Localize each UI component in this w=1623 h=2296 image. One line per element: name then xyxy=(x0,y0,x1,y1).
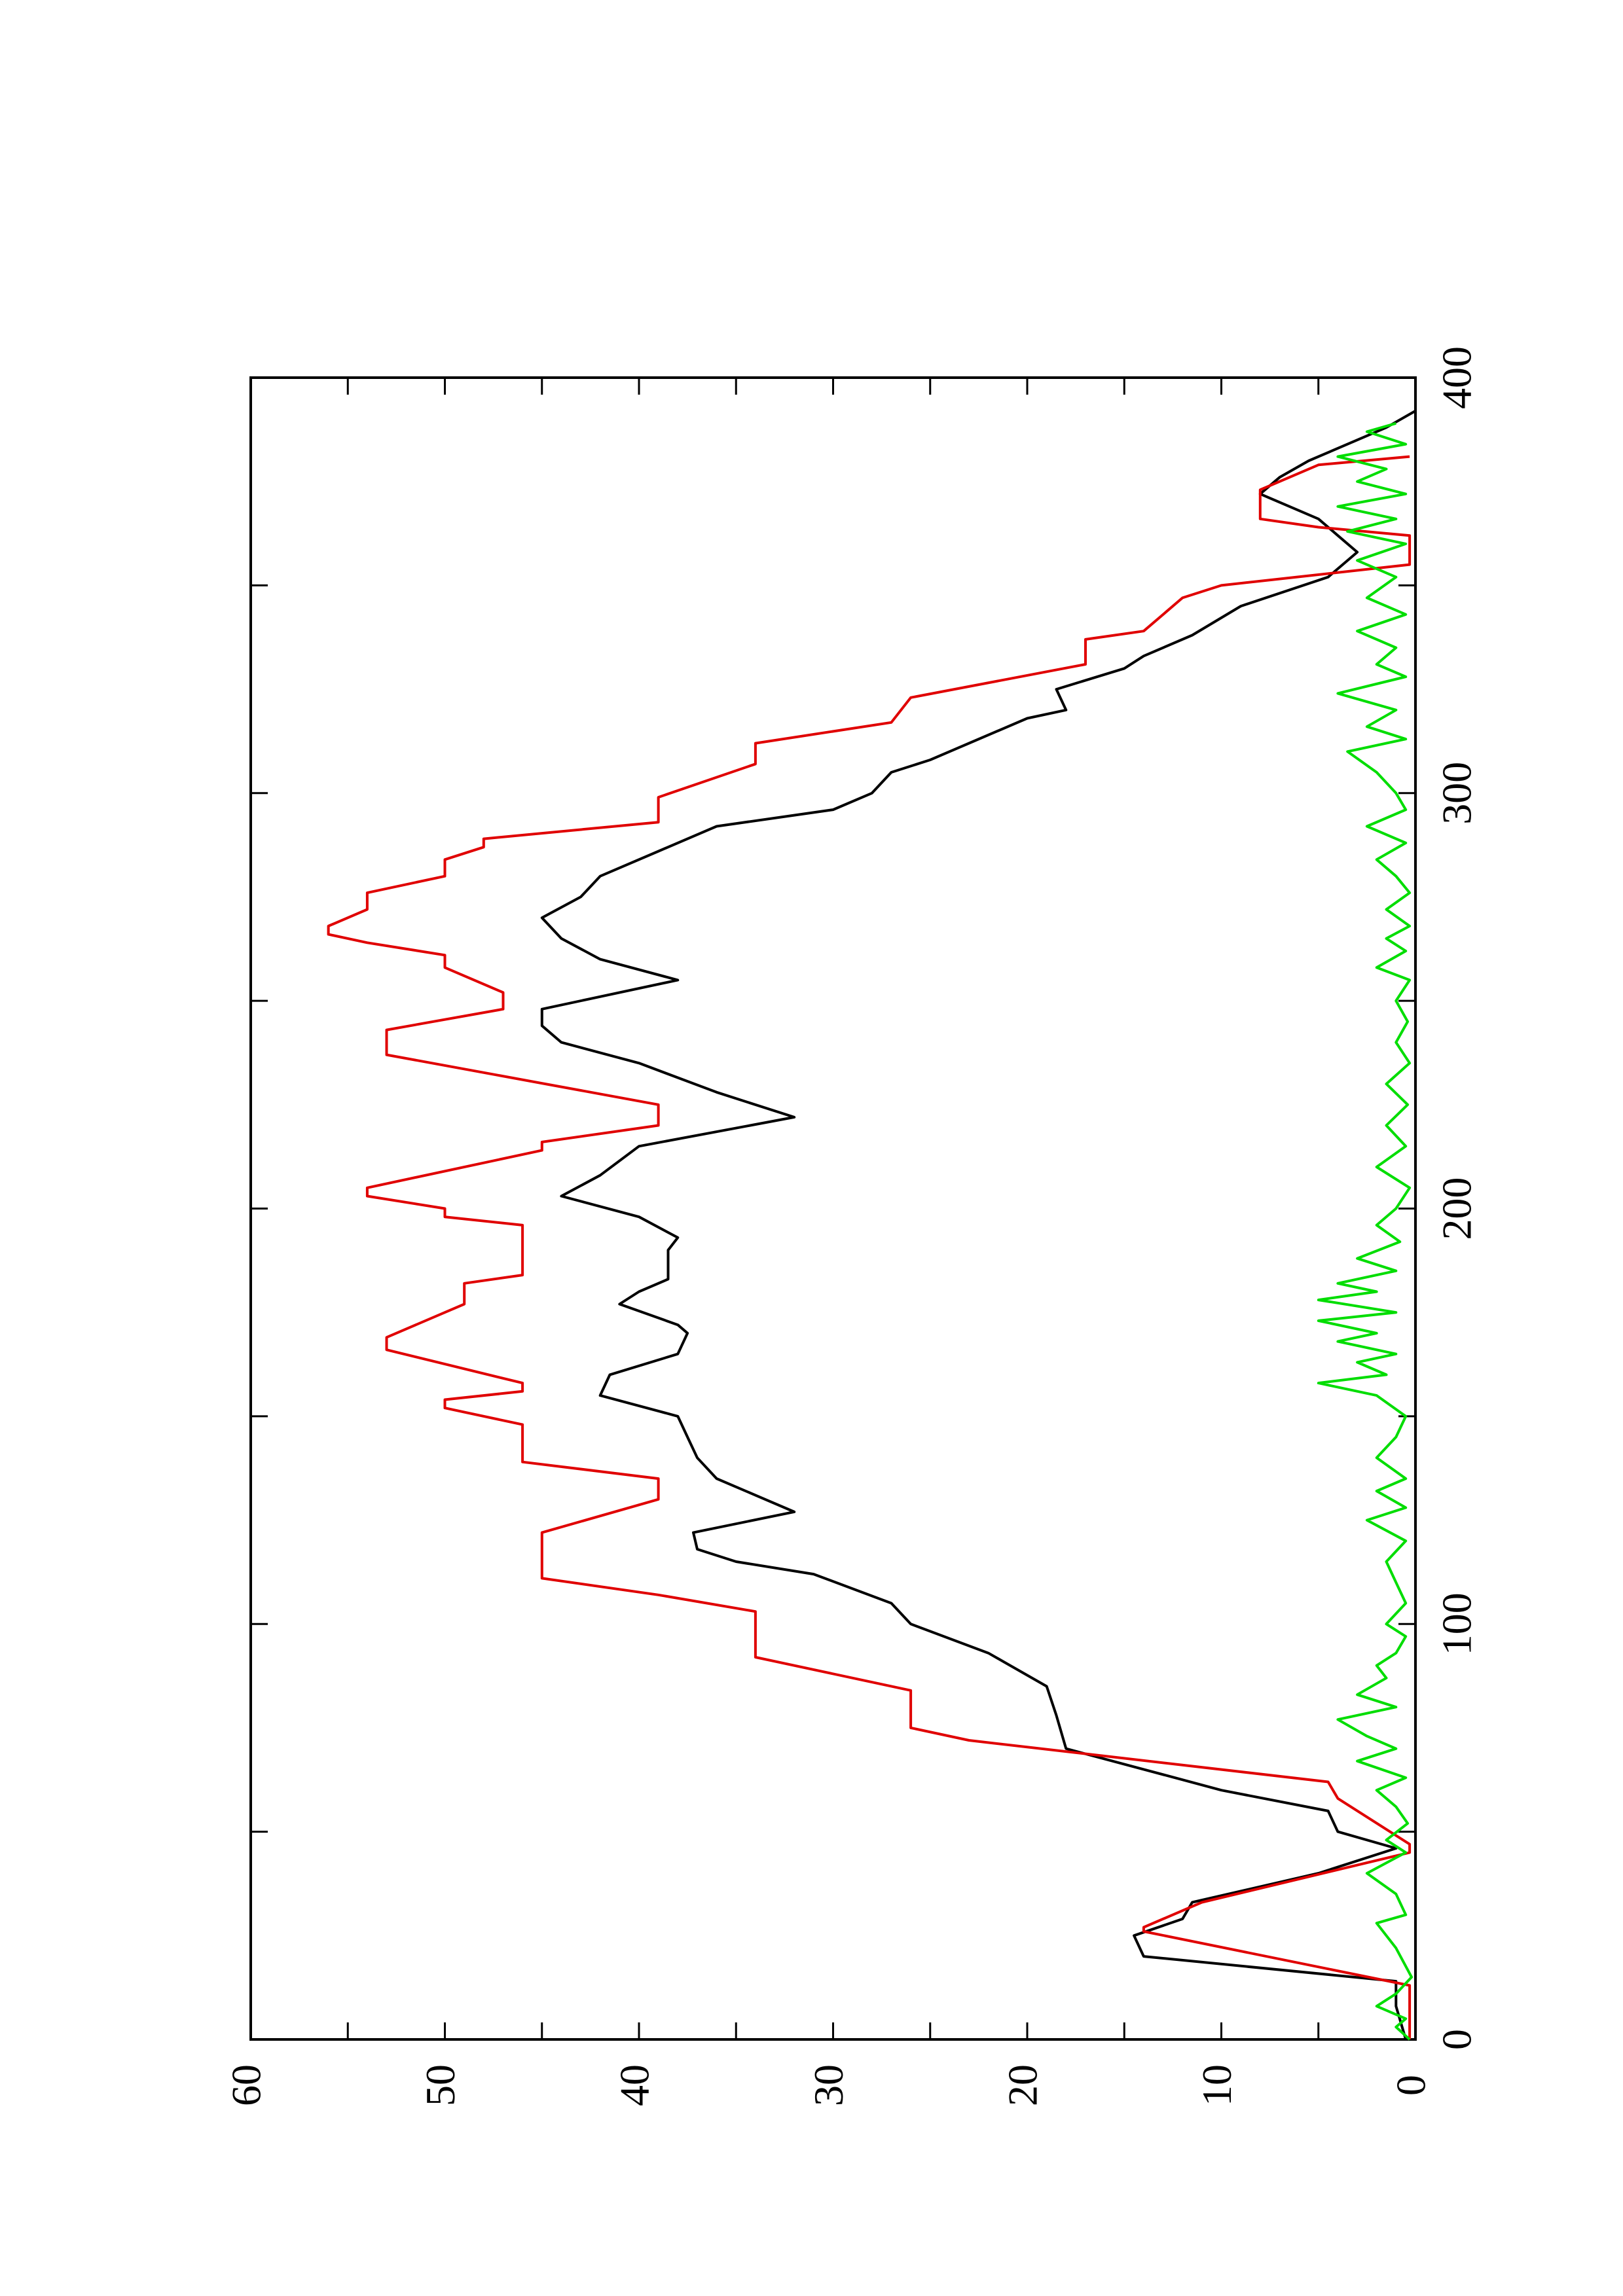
y-tick-label: 50 xyxy=(417,2064,464,2106)
x-tick-label: 400 xyxy=(1434,346,1480,409)
y-tick-label: 0 xyxy=(1388,2075,1434,2096)
y-tick-label: 60 xyxy=(223,2064,270,2106)
series-lines xyxy=(327,410,1416,2041)
x-tick-label: 0 xyxy=(1434,2029,1480,2050)
y-tick-label: 20 xyxy=(1000,2064,1046,2106)
y-tick-label: 30 xyxy=(805,2064,852,2106)
tick-labels: 0 100 200 300 400 0 10 20 30 40 50 60 xyxy=(223,346,1480,2106)
plot-frame xyxy=(249,376,1417,2041)
x-tick-label: 100 xyxy=(1434,1592,1480,1655)
x-tick-label: 300 xyxy=(1434,762,1480,825)
series-line-3 xyxy=(1317,422,1413,2041)
x-tick-label: 200 xyxy=(1434,1177,1480,1240)
tick-marks xyxy=(249,376,1417,2041)
series-line-2 xyxy=(327,455,1412,2039)
series-line-1 xyxy=(540,410,1416,2040)
y-tick-label: 40 xyxy=(611,2064,658,2106)
y-tick-label: 10 xyxy=(1194,2064,1240,2106)
